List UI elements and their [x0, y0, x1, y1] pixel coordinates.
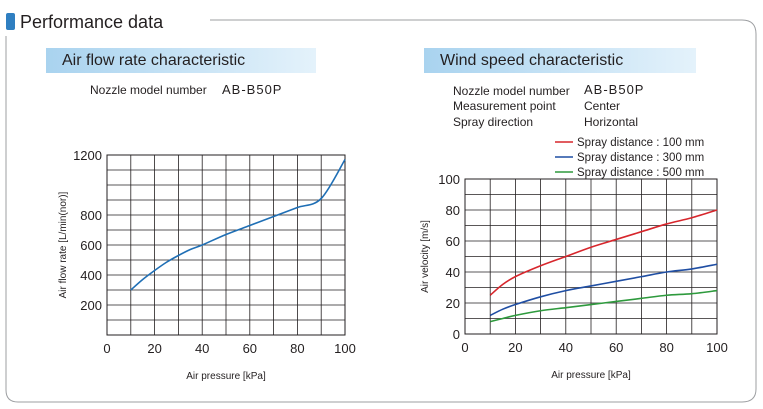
measurement-point-label: Measurement point	[453, 99, 556, 113]
section-title: Performance data	[20, 12, 164, 32]
x-tick-label: 20	[508, 340, 522, 355]
legend-label-2: Spray distance : 300 mm	[577, 152, 704, 164]
series-line-1	[130, 159, 346, 291]
x-tick-label: 40	[559, 340, 573, 355]
y-tick-label: 1200	[73, 148, 102, 163]
left-nozzle-value: AB-B50P	[222, 82, 283, 97]
series-line-3	[490, 289, 718, 323]
y-tick-label: 60	[446, 234, 460, 249]
x-tick-label: 0	[103, 341, 110, 356]
legend-label-3: Spray distance : 500 mm	[577, 167, 704, 179]
left-panel-title: Air flow rate characteristic	[46, 48, 316, 73]
x-tick-label: 100	[706, 340, 728, 355]
section-marker	[6, 13, 15, 30]
right-nozzle-label: Nozzle model number	[453, 84, 570, 98]
y-axis-label: Air velocity [m/s]	[420, 220, 431, 293]
x-tick-label: 80	[659, 340, 673, 355]
plot-frame	[106, 154, 346, 336]
legend-label-1: Spray distance : 100 mm	[577, 137, 704, 149]
right-nozzle-value: AB-B50P	[584, 82, 645, 97]
y-tick-label: 800	[80, 208, 102, 223]
spray-direction-value: Horizontal	[584, 115, 639, 129]
y-tick-label: 400	[80, 268, 102, 283]
x-tick-label: 60	[609, 340, 623, 355]
y-axis-label: Air flow rate [L/min(nor)]	[58, 191, 69, 298]
right-panel-title: Wind speed characteristic	[424, 48, 696, 73]
left-nozzle-label: Nozzle model number	[90, 83, 207, 97]
spray-direction-label: Spray direction	[453, 115, 534, 129]
x-tick-label: 60	[243, 341, 257, 356]
plot-frame	[464, 178, 718, 335]
y-tick-label: 600	[80, 238, 102, 253]
x-axis-label: Air pressure [kPa]	[551, 370, 631, 381]
y-tick-label: 40	[446, 265, 460, 280]
y-tick-label: 100	[438, 172, 460, 187]
x-tick-label: 40	[195, 341, 209, 356]
y-tick-label: 0	[453, 327, 460, 342]
series-line-1	[489, 209, 718, 296]
x-tick-label: 100	[334, 341, 356, 356]
series-line-2	[489, 263, 718, 317]
y-tick-label: 20	[446, 296, 460, 311]
y-tick-label: 200	[80, 298, 102, 313]
x-tick-label: 20	[147, 341, 161, 356]
x-axis-label: Air pressure [kPa]	[186, 371, 266, 382]
measurement-point-value: Center	[584, 99, 621, 113]
y-tick-label: 80	[446, 203, 460, 218]
x-tick-label: 80	[290, 341, 304, 356]
x-tick-label: 0	[461, 340, 468, 355]
